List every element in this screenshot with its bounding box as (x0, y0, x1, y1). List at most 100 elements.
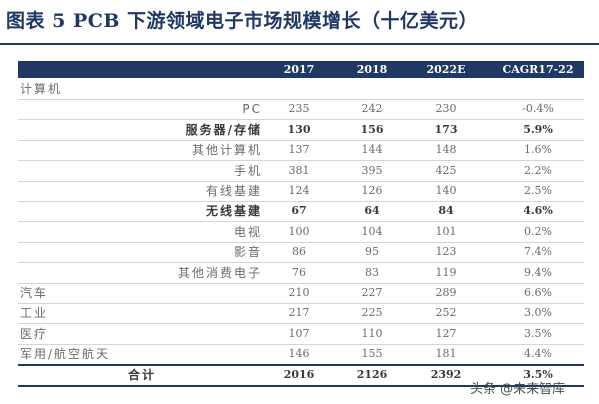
row-label: 影音 (233, 245, 262, 260)
total-cagr: 3.5% (523, 368, 553, 381)
value-2022e: 123 (435, 245, 457, 259)
row-label: 无线基建 (205, 204, 262, 219)
title-rule (0, 43, 599, 45)
row-label: 服务器/存储 (185, 122, 262, 137)
row-label: 电视 (233, 224, 262, 239)
value-cagr: -0.4% (522, 102, 554, 116)
row-divider (18, 98, 584, 100)
total-2017: 2016 (283, 368, 315, 381)
table-row: 服务器/存储 130 156 173 5.9% (18, 120, 584, 140)
value-2018: 110 (361, 326, 383, 340)
row-label: 医疗 (20, 326, 49, 341)
value-2017: 124 (288, 184, 310, 197)
value-2017: 146 (288, 347, 310, 361)
table-header: 2017 2018 2022E CAGR17-22 (18, 61, 584, 78)
value-2022e: 127 (435, 326, 457, 340)
value-cagr: 2.2% (524, 163, 552, 177)
row-divider (18, 139, 584, 141)
value-2022e: 173 (434, 122, 458, 136)
table-row: 有线基建 124 126 140 2.5% (18, 181, 584, 201)
value-cagr: 4.6% (523, 204, 553, 218)
row-divider (18, 302, 584, 304)
value-2017: 235 (288, 102, 310, 116)
value-2022e: 148 (435, 143, 457, 157)
table-row: 计算机 (18, 79, 584, 99)
value-2022e: 101 (435, 224, 457, 238)
row-divider (18, 241, 584, 243)
row-label: PC (242, 102, 262, 117)
row-divider (18, 221, 584, 223)
table-row: 汽车 210 227 289 6.6% (18, 283, 584, 303)
row-label: 军用/航空航天 (20, 347, 111, 362)
value-cagr: 9.4% (524, 265, 552, 279)
table-row: 手机 381 395 425 2.2% (18, 161, 584, 181)
value-2022e: 119 (435, 265, 457, 279)
table-row: 军用/航空航天 146 155 181 4.4% (18, 344, 584, 364)
table-row: 影音 86 95 123 7.4% (18, 242, 584, 262)
value-2018: 104 (361, 224, 383, 238)
table-row: 无线基建 67 64 84 4.6% (18, 201, 584, 221)
value-cagr: 6.6% (524, 286, 552, 299)
value-2022e: 230 (435, 102, 457, 116)
row-label: 手机 (233, 163, 262, 178)
value-2017: 100 (288, 224, 310, 238)
total-top-rule (18, 364, 584, 366)
value-2017: 137 (288, 143, 310, 157)
value-cagr: 3.0% (524, 306, 552, 320)
table-row: 工业 217 225 252 3.0% (18, 303, 584, 323)
value-2022e: 140 (435, 184, 457, 197)
value-2017: 210 (288, 286, 310, 299)
header-2018: 2018 (356, 63, 388, 76)
value-2018: 225 (361, 306, 383, 320)
row-label: 其他消费电子 (177, 265, 262, 280)
value-2017: 107 (288, 326, 310, 340)
value-2017: 381 (288, 163, 310, 177)
header-2017: 2017 (283, 63, 315, 76)
row-label: 其他计算机 (191, 143, 262, 158)
row-label: 有线基建 (205, 184, 262, 198)
value-2022e: 181 (435, 347, 457, 361)
value-2018: 126 (361, 184, 383, 197)
value-2018: 227 (361, 286, 383, 299)
table-row: 医疗 107 110 127 3.5% (18, 324, 584, 344)
header-cagr: CAGR17-22 (502, 63, 574, 76)
value-2018: 83 (365, 265, 379, 279)
value-2022e: 84 (438, 204, 454, 218)
value-2017: 217 (288, 306, 310, 320)
table-row: 其他消费电子 76 83 119 9.4% (18, 263, 584, 283)
table-row: 电视 100 104 101 0.2% (18, 222, 584, 242)
value-2017: 67 (291, 204, 307, 218)
row-divider (18, 343, 584, 345)
value-cagr: 2.5% (524, 184, 552, 197)
figure-title: 图表 5 PCB 下游领域电子市场规模增长（十亿美元） (6, 10, 479, 32)
total-label: 合计 (128, 368, 157, 382)
value-2022e: 289 (435, 286, 457, 299)
value-2017: 86 (292, 245, 306, 259)
total-2022e: 2392 (430, 368, 462, 381)
watermark: 头条 @未来智库 (470, 382, 566, 397)
value-2017: 130 (287, 122, 311, 136)
value-2018: 155 (361, 347, 383, 361)
row-divider (18, 200, 584, 202)
value-2018: 95 (365, 245, 379, 259)
row-divider (18, 180, 584, 182)
row-label: 计算机 (20, 82, 63, 96)
row-label: 汽车 (20, 286, 49, 300)
row-label: 工业 (20, 306, 49, 321)
table-row: PC 235 242 230 -0.4% (18, 99, 584, 119)
total-row: 合计 2016 2126 2392 3.5% (18, 365, 584, 385)
value-cagr: 1.6% (524, 143, 552, 157)
total-2018: 2126 (356, 368, 388, 381)
value-2017: 76 (292, 265, 306, 279)
row-divider (18, 119, 584, 121)
value-2018: 144 (361, 143, 383, 157)
row-divider (18, 262, 584, 264)
value-2018: 64 (364, 204, 380, 218)
value-cagr: 0.2% (524, 224, 552, 238)
value-2018: 156 (360, 122, 384, 136)
value-cagr: 4.4% (524, 347, 552, 361)
table-row: 其他计算机 137 144 148 1.6% (18, 140, 584, 160)
header-2022e: 2022E (426, 63, 466, 76)
value-cagr: 3.5% (524, 326, 552, 340)
total-bottom-rule (18, 385, 584, 387)
